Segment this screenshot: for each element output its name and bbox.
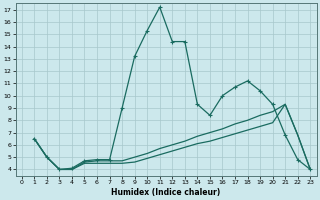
X-axis label: Humidex (Indice chaleur): Humidex (Indice chaleur)	[111, 188, 221, 197]
